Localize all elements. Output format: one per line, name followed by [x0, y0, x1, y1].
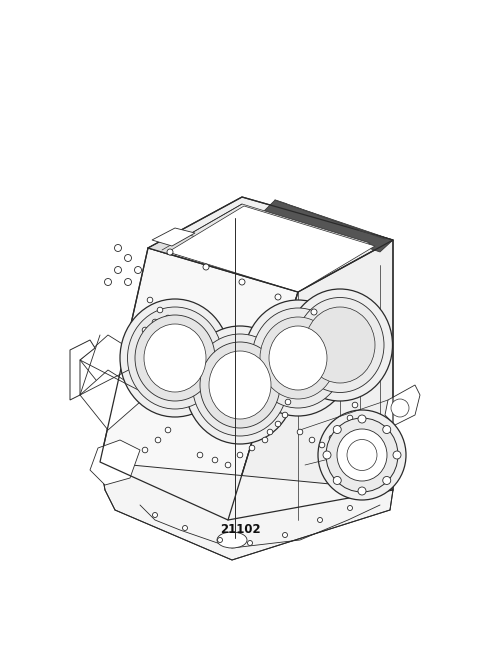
- Polygon shape: [168, 206, 375, 292]
- Circle shape: [157, 307, 163, 313]
- Ellipse shape: [120, 299, 230, 417]
- Text: 21102: 21102: [220, 523, 260, 536]
- Circle shape: [319, 442, 325, 448]
- Circle shape: [267, 429, 273, 435]
- Circle shape: [147, 297, 153, 303]
- Ellipse shape: [144, 324, 206, 392]
- Polygon shape: [70, 340, 95, 400]
- Ellipse shape: [349, 337, 371, 360]
- Ellipse shape: [209, 351, 271, 419]
- Circle shape: [352, 402, 358, 408]
- Circle shape: [212, 457, 218, 463]
- Circle shape: [309, 437, 315, 443]
- Ellipse shape: [269, 326, 327, 390]
- Circle shape: [329, 435, 335, 441]
- Circle shape: [147, 337, 153, 343]
- Ellipse shape: [326, 418, 398, 492]
- Circle shape: [282, 412, 288, 418]
- Circle shape: [333, 476, 341, 485]
- Polygon shape: [148, 197, 393, 292]
- Circle shape: [347, 415, 353, 421]
- Ellipse shape: [192, 334, 288, 436]
- Circle shape: [115, 244, 121, 252]
- Ellipse shape: [305, 307, 375, 383]
- Polygon shape: [80, 335, 148, 395]
- Polygon shape: [148, 232, 200, 255]
- Ellipse shape: [288, 289, 393, 401]
- Ellipse shape: [128, 307, 223, 409]
- Circle shape: [165, 315, 171, 321]
- Polygon shape: [162, 204, 370, 288]
- Circle shape: [262, 437, 268, 443]
- Circle shape: [157, 345, 163, 351]
- Polygon shape: [100, 248, 298, 520]
- Circle shape: [297, 429, 303, 435]
- Circle shape: [165, 427, 171, 433]
- Ellipse shape: [217, 532, 247, 548]
- Circle shape: [167, 249, 173, 255]
- Circle shape: [289, 387, 295, 393]
- Circle shape: [275, 421, 281, 427]
- Circle shape: [155, 437, 161, 443]
- Circle shape: [393, 451, 401, 459]
- Circle shape: [124, 255, 132, 261]
- Circle shape: [203, 264, 209, 270]
- Circle shape: [115, 267, 121, 274]
- Circle shape: [283, 533, 288, 538]
- Ellipse shape: [318, 410, 406, 500]
- Circle shape: [237, 452, 243, 458]
- Circle shape: [358, 487, 366, 495]
- Ellipse shape: [347, 440, 377, 470]
- Circle shape: [217, 538, 223, 542]
- Polygon shape: [385, 385, 420, 425]
- Circle shape: [358, 415, 366, 423]
- Circle shape: [152, 319, 158, 325]
- Ellipse shape: [337, 429, 387, 481]
- Circle shape: [134, 267, 142, 274]
- Polygon shape: [228, 240, 393, 520]
- Ellipse shape: [391, 399, 409, 417]
- Polygon shape: [90, 440, 140, 485]
- Polygon shape: [152, 228, 195, 246]
- Circle shape: [285, 399, 291, 405]
- Ellipse shape: [343, 330, 377, 366]
- Circle shape: [339, 427, 345, 433]
- Circle shape: [248, 540, 252, 546]
- Ellipse shape: [135, 315, 215, 401]
- Circle shape: [239, 279, 245, 285]
- Circle shape: [249, 445, 255, 451]
- Circle shape: [142, 447, 148, 453]
- Circle shape: [142, 328, 148, 333]
- Circle shape: [348, 506, 352, 510]
- Circle shape: [275, 294, 281, 300]
- Ellipse shape: [200, 342, 280, 428]
- Polygon shape: [100, 462, 393, 560]
- Circle shape: [124, 278, 132, 286]
- Circle shape: [225, 462, 231, 468]
- Ellipse shape: [244, 300, 352, 416]
- Circle shape: [182, 525, 188, 531]
- Ellipse shape: [260, 317, 336, 399]
- Circle shape: [323, 451, 331, 459]
- Circle shape: [105, 278, 111, 286]
- Ellipse shape: [185, 326, 295, 444]
- Circle shape: [383, 476, 391, 485]
- Circle shape: [383, 426, 391, 434]
- Polygon shape: [80, 370, 148, 430]
- Circle shape: [311, 309, 317, 315]
- Ellipse shape: [252, 308, 344, 408]
- Circle shape: [333, 426, 341, 434]
- Circle shape: [153, 512, 157, 517]
- Circle shape: [317, 517, 323, 523]
- Ellipse shape: [296, 297, 384, 392]
- Polygon shape: [263, 200, 393, 252]
- Circle shape: [197, 452, 203, 458]
